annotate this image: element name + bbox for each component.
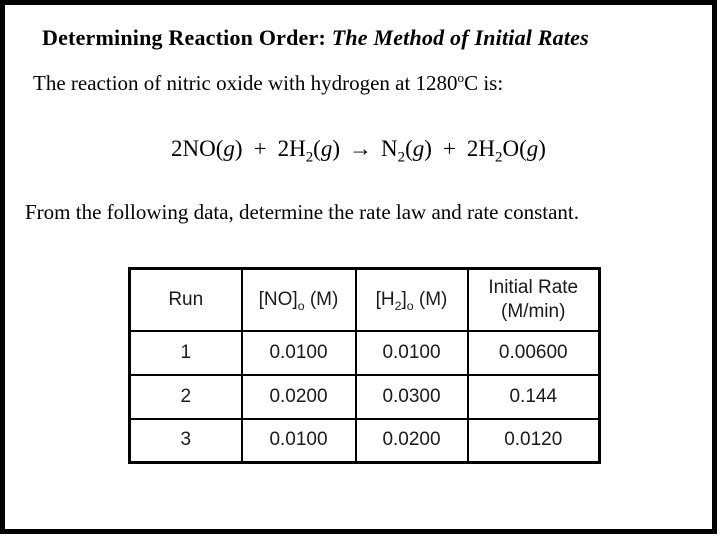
cell-no-conc: 0.0200 — [240, 373, 357, 420]
cell-run: 2 — [128, 373, 243, 420]
table-row: 1 0.0100 0.0100 0.00600 — [128, 329, 601, 376]
col-header-no-unit: (M) — [304, 288, 339, 310]
equation-state-symbol: g — [526, 136, 539, 161]
equation-segment: ) — [424, 136, 432, 161]
intro-text: The reaction of nitric oxide with hydrog… — [33, 71, 503, 96]
equation-segment: ( — [313, 136, 321, 161]
cell-run: 3 — [128, 417, 243, 464]
prompt-text: From the following data, determine the r… — [25, 200, 579, 224]
equation-subscript: 2 — [495, 149, 503, 166]
plus-sign: + — [442, 136, 456, 161]
col-header-no: [NO]o (M) — [240, 267, 357, 332]
col-header-rate-line1: Initial Rate — [488, 276, 579, 298]
equation-segment: 2NO( — [171, 136, 224, 161]
col-header-h2-unit: (M) — [413, 288, 448, 310]
equation-segment: N — [381, 136, 398, 161]
col-header-no-text: [NO] — [258, 288, 298, 310]
table-header-row: Run [NO]o (M) [H2]o (M) Initial Rate (M/m… — [128, 267, 601, 332]
col-header-h2-text: [H — [375, 288, 395, 310]
table-row: 2 0.0200 0.0300 0.144 — [128, 373, 601, 420]
cell-initial-rate: 0.0120 — [466, 417, 601, 464]
cell-h2-conc: 0.0100 — [354, 329, 469, 376]
equation-state-symbol: g — [223, 136, 235, 161]
equation-segment: 2H — [466, 136, 496, 161]
cell-run: 1 — [128, 329, 243, 376]
equation-state-symbol: g — [412, 136, 425, 161]
title-emphasis: The Method of Initial Rates — [331, 25, 589, 50]
chemical-equation: 2NO(g) +2H2(g) → N2(g) +2H2O(g) — [5, 136, 712, 165]
cell-initial-rate: 0.00600 — [466, 329, 601, 376]
slide-title: Determining Reaction Order: The Method o… — [42, 25, 589, 51]
equation-segment: ) — [234, 136, 243, 161]
col-header-run: Run — [128, 267, 243, 332]
table-row: 3 0.0100 0.0200 0.0120 — [128, 417, 601, 464]
cell-initial-rate: 0.144 — [466, 373, 601, 420]
cell-no-conc: 0.0100 — [240, 417, 357, 464]
cell-h2-conc: 0.0300 — [354, 373, 469, 420]
reaction-arrow-icon: → — [349, 136, 372, 161]
title-main: Determining Reaction Order: — [42, 25, 332, 50]
cell-h2-conc: 0.0200 — [354, 417, 469, 464]
degree-superscript: o — [457, 70, 465, 85]
equation-segment: ) — [538, 136, 546, 161]
equation-segment: ) — [332, 136, 340, 161]
equation-segment: O( — [502, 136, 527, 161]
equation-subscript: 2 — [394, 298, 402, 313]
equation-segment: ( — [405, 136, 413, 161]
equation-state-symbol: g — [320, 136, 333, 161]
col-header-h2-bracket: ] — [401, 288, 407, 310]
initial-subscript: o — [297, 298, 305, 313]
initial-subscript: o — [406, 298, 414, 313]
data-table: Run [NO]o (M) [H2]o (M) Initial Rate (M/m… — [128, 267, 601, 464]
cell-no-conc: 0.0100 — [240, 329, 357, 376]
col-header-rate-line2: (M/min) — [501, 300, 566, 322]
plus-sign: + — [253, 136, 267, 161]
intro-text-start: The reaction of nitric oxide with hydrog… — [33, 71, 458, 95]
col-header-h2: [H2]o (M) — [354, 267, 469, 332]
intro-text-end: C is: — [464, 71, 504, 95]
equation-subscript: 2 — [397, 149, 406, 166]
equation-segment: 2H — [277, 136, 306, 161]
equation-subscript: 2 — [305, 149, 314, 166]
col-header-rate: Initial Rate (M/min) — [466, 267, 601, 332]
